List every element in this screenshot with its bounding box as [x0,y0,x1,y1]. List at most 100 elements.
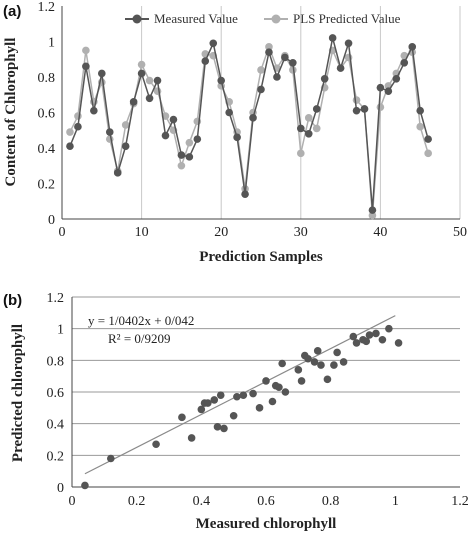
data-point-measured [352,106,361,115]
data-point-measured [185,153,194,161]
data-point-measured [177,151,186,159]
chart-b-x-tick-labels: 0 0.2 0.4 0.6 0.8 1 1.2 [69,494,469,509]
data-point-predicted [312,124,321,133]
data-point-predicted [145,76,154,85]
scatter-point [365,331,374,339]
scatter-point [262,377,270,385]
data-point-measured [344,39,353,48]
data-point-predicted [352,96,361,104]
data-point-measured [360,105,369,113]
data-point-predicted [289,66,297,74]
chart-a-y-tick-label: 0.8 [38,71,56,86]
chart-a-y-tick-label: 1.2 [38,0,56,15]
chart-a-y-tick-label: 1 [48,36,55,51]
data-point-measured [209,39,218,48]
chart-b-y-tick-label: 1 [57,323,64,338]
scatter-point [233,392,241,401]
scatter-point [249,389,257,398]
legend-measured-label: Measured Value [154,11,238,26]
scatter-point [362,337,371,346]
legend-predicted-marker [271,14,281,24]
chart-a-x-tick-label: 40 [373,225,387,240]
chart-b-y-tick-label: 1.2 [47,291,65,306]
scatter-point [107,454,115,463]
chart-b-x-tick-label: 0.8 [322,494,340,509]
data-point-measured [400,59,409,67]
data-point-measured [249,114,257,122]
data-point-measured [241,190,249,198]
chart-b-x-tick-label: 0.6 [257,494,275,509]
data-point-predicted [121,121,130,129]
series-line-measured [69,37,429,211]
data-point-measured [273,73,281,81]
chart-a-x-tick-label: 30 [294,225,308,240]
data-point-measured [74,122,82,131]
chart-b: (b) 0 0.2 0.4 0.6 0.8 1 1.2 00.20.40.60.811.2 … [3,291,469,532]
chart-a-x-tick-labels: 0 10 20 30 40 50 [59,225,468,240]
data-point-measured [121,142,130,151]
data-point-measured [424,135,432,143]
data-point-measured [257,85,265,94]
chart-b-r-squared: R² = 0/9209 [108,331,171,346]
legend-predicted-label: PLS Predicted Value [293,11,401,26]
chart-a-axes [61,6,460,220]
scatter-point [210,396,219,404]
data-point-measured [289,59,297,67]
scatter-point [372,329,380,338]
chart-b-regression-equation: y = 1/0402x + 0/042 [88,313,194,328]
chart-b-y-tick-label: 0.6 [47,386,65,401]
chart-a-x-tick-label: 0 [59,225,66,240]
scatter-point [268,397,277,406]
data-point-predicted [368,211,377,220]
data-point-measured [169,115,178,124]
data-point-measured [193,135,202,143]
data-point-predicted [137,60,146,69]
chart-a-y-tick-label: 0.2 [38,178,56,193]
data-point-measured [320,74,329,83]
chart-b-panel-label: (b) [3,292,22,309]
scatter-point [323,375,332,384]
data-point-measured [201,57,210,65]
scatter-point [255,404,264,412]
data-point-measured [392,74,401,83]
data-point-measured [384,87,393,95]
data-point-measured [281,53,289,62]
data-point-measured [161,131,170,140]
chart-a-y-tick-labels: 0 0.2 0.4 0.6 0.8 1 1.2 [38,0,56,228]
scatter-point [385,324,393,333]
chart-b-x-axis-title: Measured chlorophyll [196,516,337,532]
scatter-point [187,434,196,442]
chart-a-y-tick-label: 0 [48,213,55,228]
data-point-measured [137,69,146,78]
data-point-measured [336,64,345,72]
scatter-point [216,391,225,399]
data-point-measured [304,130,313,138]
legend-item-measured: Measured Value [125,11,238,26]
scatter-point [278,359,286,368]
chart-a-x-tick-label: 20 [214,225,228,240]
scatter-point [317,361,325,369]
scatter-point [349,332,358,341]
data-point-measured [265,48,273,56]
data-point-measured [82,62,90,71]
data-point-predicted [82,46,90,55]
legend-measured-marker [132,14,142,24]
chart-b-y-axis-title: Predicted chlorophyll [10,324,26,462]
chart-a: (a) 0 10 20 30 40 50 0 0.2 0.4 0.6 0.8 1 1.2 Predic… [3,0,467,265]
chart-a-x-axis-title: Prediction Samples [199,249,323,265]
scatter-point [294,366,303,374]
chart-b-x-tick-label: 0.2 [128,494,146,509]
data-point-measured [153,76,162,85]
chart-b-gridlines [72,296,460,456]
scatter-point [204,399,212,407]
chart-a-y-axis-title: Content of Chlorophyll [3,38,19,187]
scatter-point [378,335,387,344]
chart-b-y-tick-label: 0.2 [47,449,65,464]
scatter-point [81,481,89,490]
data-point-predicted [66,128,74,136]
chart-b-x-tick-label: 0.4 [193,494,211,509]
data-point-predicted [416,122,425,131]
scatter-point [310,358,319,366]
chart-b-x-tick-label: 1 [392,494,399,509]
